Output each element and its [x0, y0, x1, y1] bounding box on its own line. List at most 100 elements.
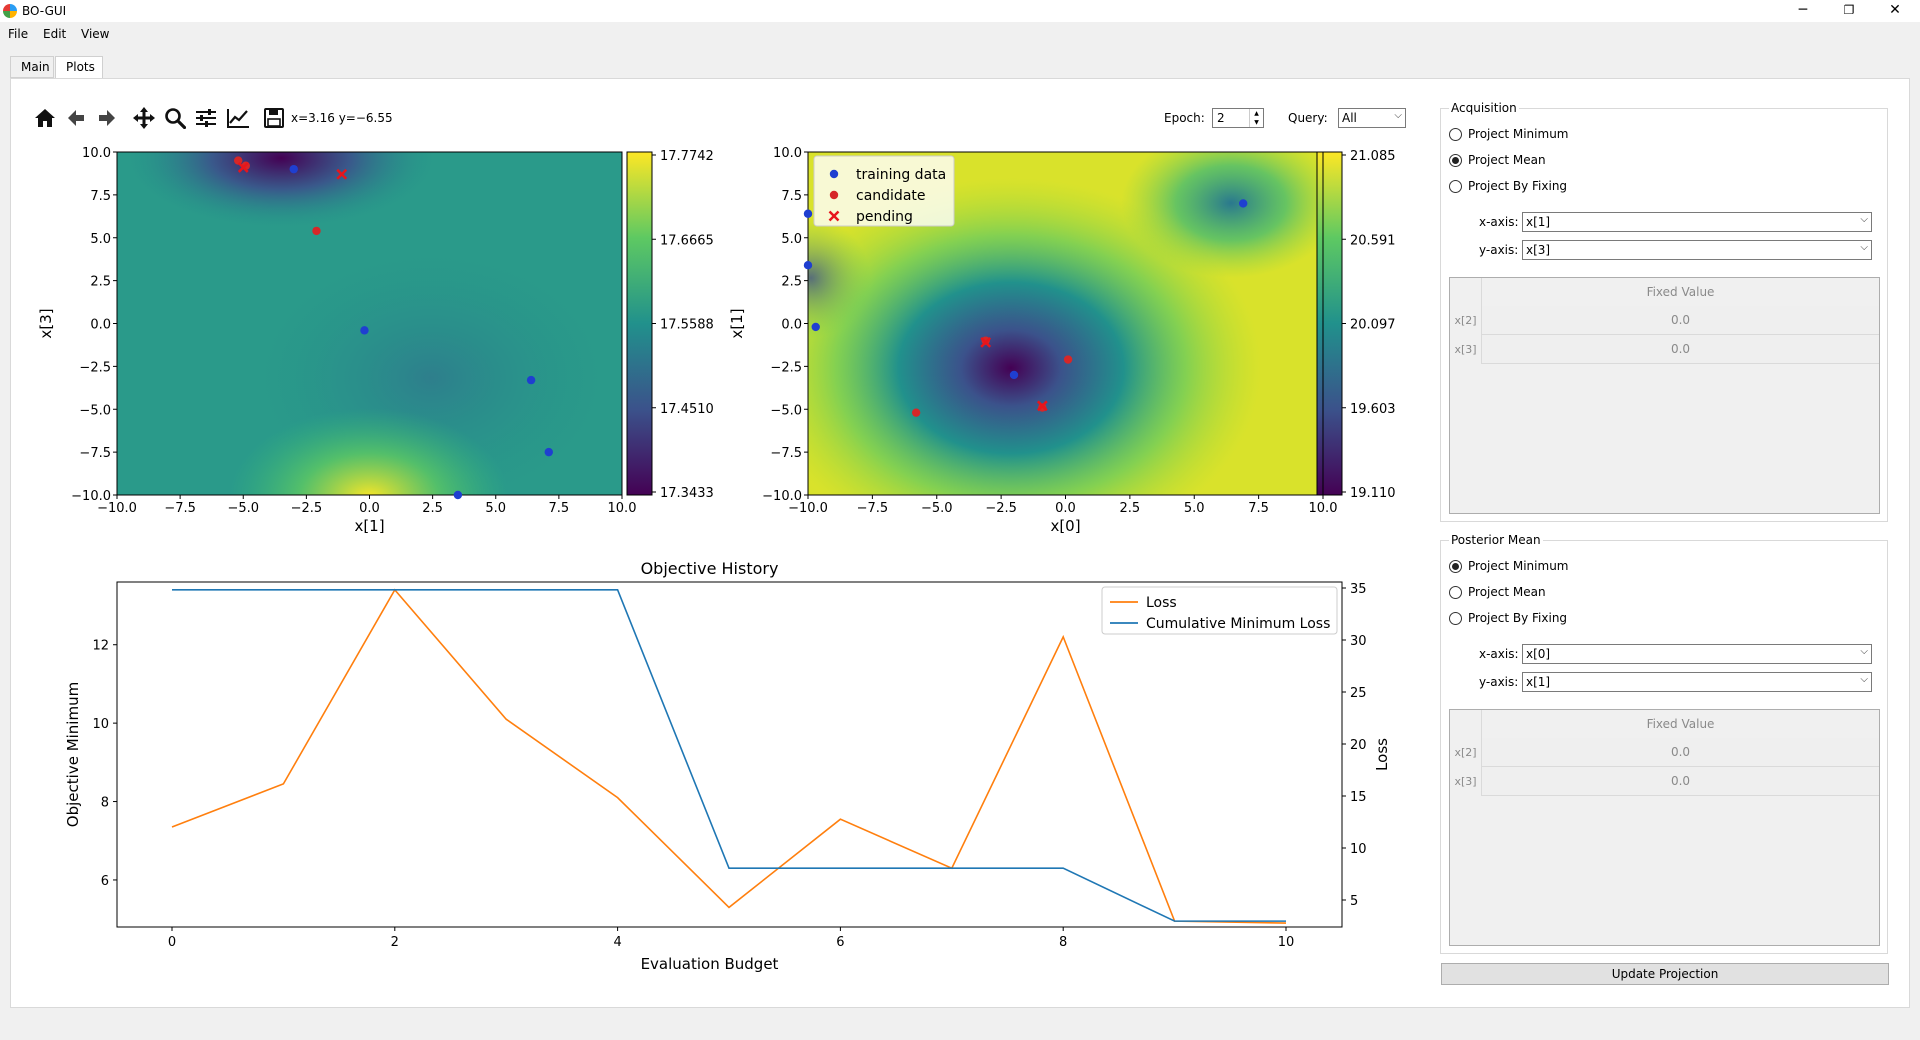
acq-y-axis-select[interactable]: x[3] ⌵	[1522, 240, 1872, 260]
acq-option-mean[interactable]: Project Mean	[1449, 152, 1546, 168]
y-right-tick-label: 20	[1350, 738, 1367, 753]
x-axis-label: x[1]	[354, 517, 384, 535]
epoch-spinbox[interactable]: 2 ▲ ▼	[1212, 108, 1264, 128]
y-tick-label: −7.5	[79, 446, 111, 461]
colorbar-tick-label: 17.3433	[660, 486, 714, 501]
x-tick-label: 10	[1278, 935, 1295, 950]
back-arrow-icon[interactable]	[64, 106, 88, 130]
post-x-axis-select[interactable]: x[0] ⌵	[1522, 644, 1872, 664]
acq-fixed-value-table[interactable]: Fixed Value x[2] 0.0 x[3] 0.0	[1449, 277, 1880, 514]
post-fixed-value-table[interactable]: Fixed Value x[2] 0.0 x[3] 0.0	[1449, 709, 1880, 946]
radio-checked-icon[interactable]	[1449, 153, 1462, 167]
training-point	[1009, 370, 1019, 380]
x-tick-label: 0.0	[1055, 501, 1076, 516]
zoom-icon[interactable]	[163, 106, 187, 130]
home-icon[interactable]	[33, 106, 57, 130]
acq-table-header: Fixed Value	[1482, 278, 1879, 306]
x-tick-label: −10.0	[788, 501, 828, 516]
radio-icon[interactable]	[1449, 585, 1462, 599]
forward-arrow-icon[interactable]	[95, 106, 119, 130]
posterior-mean-group: Posterior Mean Project Minimum Project M…	[1440, 533, 1888, 954]
restore-button[interactable]: ❐	[1843, 3, 1855, 17]
edit-curve-icon[interactable]	[226, 106, 250, 130]
training-point	[526, 375, 536, 385]
table-row[interactable]: x[3] 0.0	[1450, 767, 1879, 796]
x-tick-label: 6	[836, 935, 844, 950]
pan-icon[interactable]	[132, 106, 156, 130]
spin-arrows-icon[interactable]: ▲ ▼	[1249, 109, 1263, 127]
table-row[interactable]: x[2] 0.0	[1450, 306, 1879, 335]
x-tick-label: −7.5	[857, 501, 889, 516]
post-option-minimum[interactable]: Project Minimum	[1449, 558, 1568, 574]
colorbar-tick-label: 17.6665	[660, 233, 714, 248]
radio-icon[interactable]	[1449, 611, 1462, 625]
tab-main[interactable]: Main	[10, 56, 54, 78]
heatmap-right-colorbar	[1317, 152, 1342, 495]
x-tick-label: 2.5	[1120, 501, 1141, 516]
y-tick-label: −2.5	[770, 360, 802, 375]
close-button[interactable]: ✕	[1889, 2, 1901, 18]
window-title: BO-GUI	[22, 4, 67, 18]
x-tick-label: 2	[391, 935, 399, 950]
title-bar: BO-GUI ─ ❐ ✕	[0, 0, 1920, 22]
y-right-tick-label: 10	[1350, 842, 1367, 857]
acq-y-axis-label: y-axis:	[1479, 243, 1519, 257]
acquisition-title: Acquisition	[1449, 101, 1519, 115]
x-tick-label: 10.0	[1309, 501, 1338, 516]
heatmap-left-colorbar	[627, 152, 652, 495]
x-tick-label: 5.0	[1184, 501, 1205, 516]
colorbar-tick-label: 19.603	[1350, 402, 1396, 417]
legend-label: Loss	[1146, 595, 1177, 611]
training-point	[803, 209, 813, 218]
menu-file[interactable]: File	[8, 27, 29, 41]
save-icon[interactable]	[262, 106, 286, 130]
acq-option-minimum[interactable]: Project Minimum	[1449, 126, 1568, 142]
chart-title: Objective History	[641, 559, 779, 578]
y-axis-label: x[1]	[728, 308, 746, 338]
epoch-label: Epoch:	[1164, 111, 1205, 125]
chevron-down-icon: ⌵	[1860, 674, 1868, 685]
legend-label: training data	[856, 167, 946, 183]
candidate-point	[312, 226, 321, 236]
subplots-icon[interactable]	[194, 106, 218, 130]
radio-icon[interactable]	[1449, 179, 1462, 193]
x-tick-label: −7.5	[164, 501, 196, 516]
y-tick-label: 0.0	[781, 318, 802, 333]
y-tick-label: 10.0	[773, 146, 802, 161]
candidate-point	[911, 408, 921, 417]
update-projection-button[interactable]: Update Projection	[1441, 963, 1889, 985]
x-tick-label: 0	[168, 935, 176, 950]
legend-marker-training	[829, 169, 839, 179]
table-row[interactable]: x[3] 0.0	[1450, 335, 1879, 364]
x-tick-label: 5.0	[485, 501, 506, 516]
plot-canvas[interactable]: −10.0 −7.5 −5.0 −2.5 0.0 2.5 5.0 7.5 10.0 10.0 7.5…	[11, 138, 1431, 998]
y-right-tick-label: 25	[1350, 686, 1367, 701]
y-tick-label: −10.0	[762, 489, 802, 504]
legend-box	[1101, 586, 1338, 635]
table-row[interactable]: x[2] 0.0	[1450, 738, 1879, 767]
acq-x-axis-select[interactable]: x[1] ⌵	[1522, 212, 1872, 232]
y-left-tick-label: 10	[92, 717, 109, 732]
training-point	[803, 260, 813, 270]
training-point	[811, 322, 820, 332]
radio-checked-icon[interactable]	[1449, 559, 1462, 573]
menu-view[interactable]: View	[81, 27, 110, 41]
menu-edit[interactable]: Edit	[43, 27, 67, 41]
acq-option-fixing[interactable]: Project By Fixing	[1449, 178, 1567, 194]
objective-history-frame	[116, 581, 1343, 928]
post-option-fixing[interactable]: Project By Fixing	[1449, 610, 1567, 626]
chevron-down-icon: ⌵	[1860, 646, 1868, 657]
x-tick-label: −5.0	[227, 501, 259, 516]
colorbar-tick-label: 19.110	[1350, 486, 1396, 501]
x-axis-label: x[0]	[1050, 517, 1080, 535]
minimize-button[interactable]: ─	[1798, 2, 1808, 18]
pending-point	[237, 162, 249, 173]
training-point	[360, 326, 369, 335]
post-y-axis-select[interactable]: x[1] ⌵	[1522, 672, 1872, 692]
post-option-mean[interactable]: Project Mean	[1449, 584, 1546, 600]
y-tick-label: −10.0	[71, 489, 111, 504]
radio-icon[interactable]	[1449, 127, 1462, 141]
tab-plots[interactable]: Plots	[55, 56, 103, 79]
colorbar-tick-label: 17.7742	[660, 149, 714, 164]
query-select[interactable]: All ⌵	[1338, 108, 1406, 128]
